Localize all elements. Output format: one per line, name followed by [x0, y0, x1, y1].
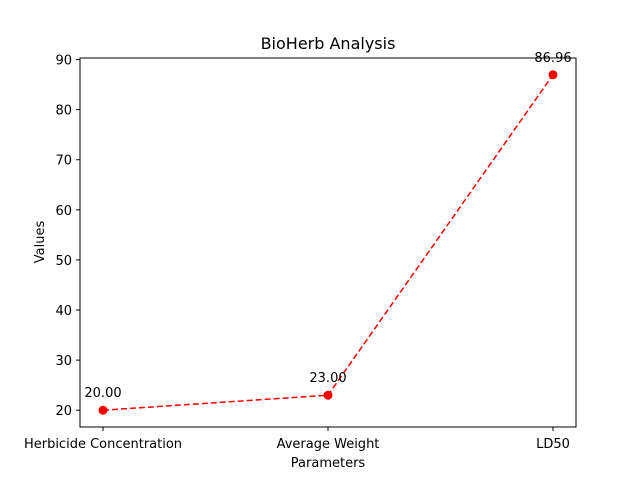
- x-tick-label: LD50: [536, 437, 570, 452]
- data-label: 23.00: [309, 371, 346, 386]
- x-axis: Herbicide Concentration Average Weight LD5…: [24, 427, 570, 452]
- y-axis-label: Values: [33, 221, 48, 264]
- y-tick-label: 20: [55, 404, 72, 419]
- data-point-marker: [98, 405, 108, 415]
- y-tick-label: 50: [55, 254, 72, 269]
- x-tick-label: Herbicide Concentration: [24, 437, 182, 452]
- x-axis-label: Parameters: [291, 456, 366, 471]
- y-tick-label: 30: [55, 354, 72, 369]
- data-label: 20.00: [84, 386, 121, 401]
- data-point-marker: [323, 390, 333, 400]
- chart-title: BioHerb Analysis: [261, 34, 396, 53]
- x-tick-label: Average Weight: [277, 437, 380, 452]
- series-line-group: [98, 70, 558, 415]
- data-label: 86.96: [534, 51, 571, 66]
- y-axis: 20 30 40 50 60 70 80 90: [55, 54, 80, 419]
- y-tick-label: 40: [55, 304, 72, 319]
- data-labels: 20.00 23.00 86.96: [84, 51, 571, 401]
- y-tick-label: 80: [55, 104, 72, 119]
- y-tick-label: 90: [55, 54, 72, 69]
- data-point-marker: [548, 70, 558, 80]
- y-tick-label: 60: [55, 204, 72, 219]
- y-tick-label: 70: [55, 154, 72, 169]
